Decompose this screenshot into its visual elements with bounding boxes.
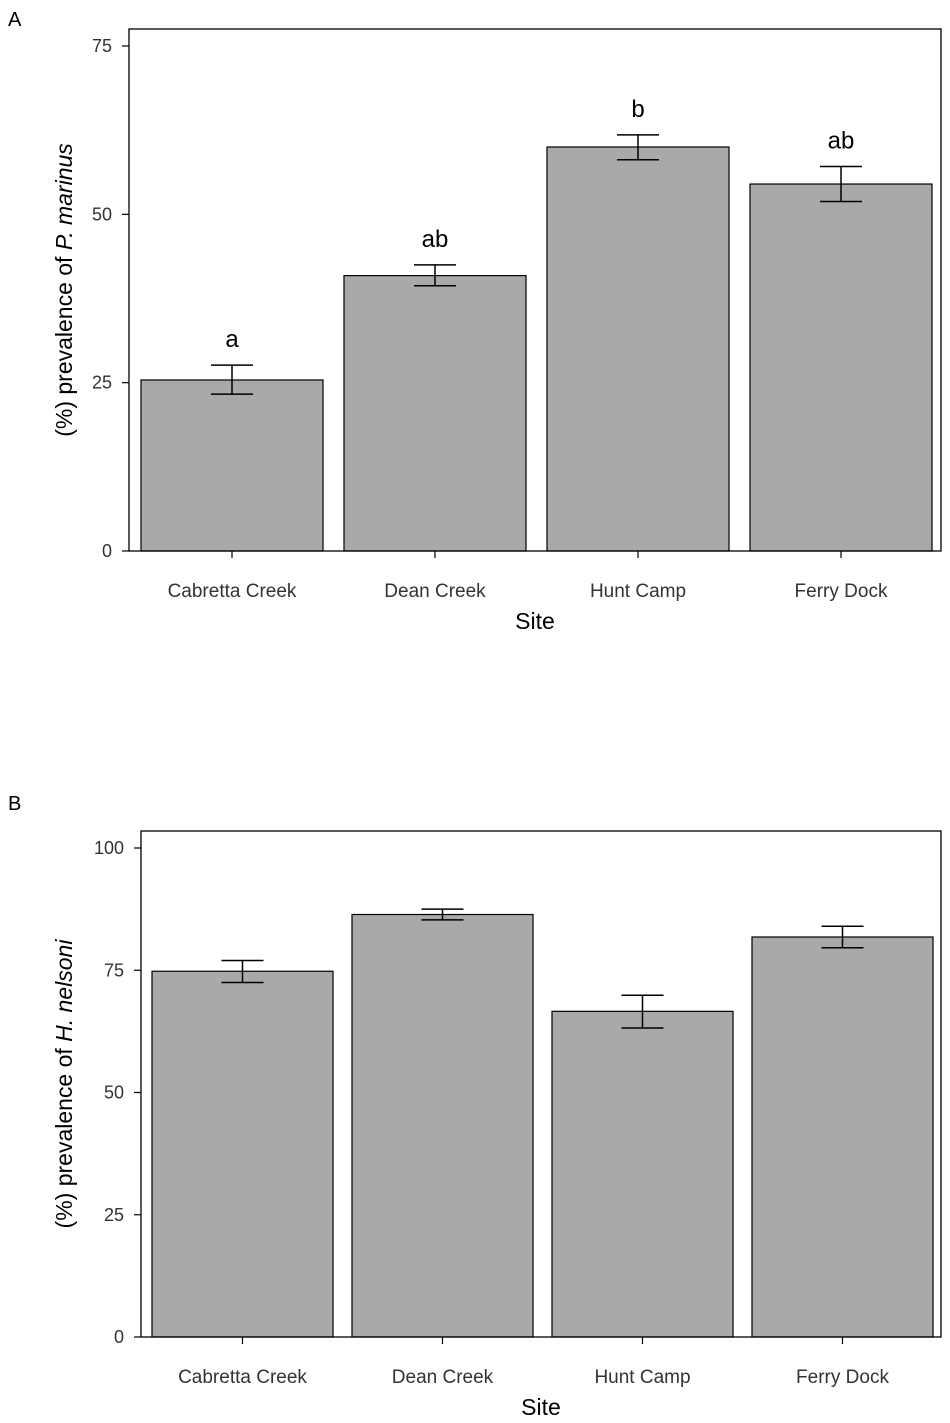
error-bar [821, 925, 864, 949]
x-tick-label: Dean Creek [384, 581, 486, 602]
y-tick-label: 25 [92, 373, 112, 393]
error-bar [414, 264, 456, 287]
significance-label: ab [422, 226, 449, 253]
y-tick-label: 0 [102, 541, 112, 561]
y-tick-label: 0 [114, 1327, 124, 1347]
error-bar [820, 165, 862, 203]
x-axis-title: Site [521, 1394, 561, 1420]
panel-a: Aa Cabretta Creek ab Dean Creek b Hunt Camp ab… [8, 9, 942, 634]
x-tick-label: Hunt Camp [594, 1367, 690, 1388]
bar-cabretta-creek [140, 379, 324, 552]
bar-dean-creek [343, 275, 527, 552]
x-axis-title: Site [515, 608, 555, 634]
y-tick-label: 50 [92, 204, 112, 224]
significance-label: ab [828, 128, 855, 155]
error-bar [221, 959, 264, 984]
plot-frame [140, 830, 942, 1338]
plot-frame [128, 28, 942, 552]
panel-b: B Cabretta Creek Dean Creek Hunt Camp Ferry … [8, 793, 942, 1420]
x-tick-label: Dean Creek [392, 1367, 494, 1388]
x-tick-label: Ferry Dock [796, 1367, 889, 1388]
bar-cabretta-creek [151, 970, 334, 1338]
error-bar [211, 364, 253, 395]
bar-hunt-camp [551, 1010, 734, 1338]
significance-label: b [631, 96, 644, 123]
y-axis-title: (%) prevalence of H. nelsoni [51, 939, 77, 1229]
panel-label: A [8, 9, 22, 31]
significance-label: a [225, 326, 239, 353]
x-tick-label: Cabretta Creek [178, 1367, 307, 1388]
bar-dean-creek [351, 913, 534, 1338]
bar-ferry-dock [751, 936, 934, 1338]
x-tick-label: Cabretta Creek [168, 581, 297, 602]
y-tick-label: 25 [104, 1205, 124, 1225]
error-bar [621, 994, 664, 1029]
y-axis-title: (%) prevalence of P. marinus [51, 143, 77, 437]
bar-hunt-camp [546, 146, 730, 552]
x-tick-label: Ferry Dock [795, 581, 888, 602]
y-tick-label: 50 [104, 1083, 124, 1103]
y-tick-label: 75 [92, 36, 112, 56]
error-bar [617, 134, 659, 161]
bar-ferry-dock [749, 183, 933, 552]
y-tick-label: 75 [104, 960, 124, 980]
panel-label: B [8, 793, 21, 815]
x-tick-label: Hunt Camp [590, 581, 686, 602]
error-bar [421, 908, 464, 921]
y-tick-label: 100 [94, 838, 124, 858]
